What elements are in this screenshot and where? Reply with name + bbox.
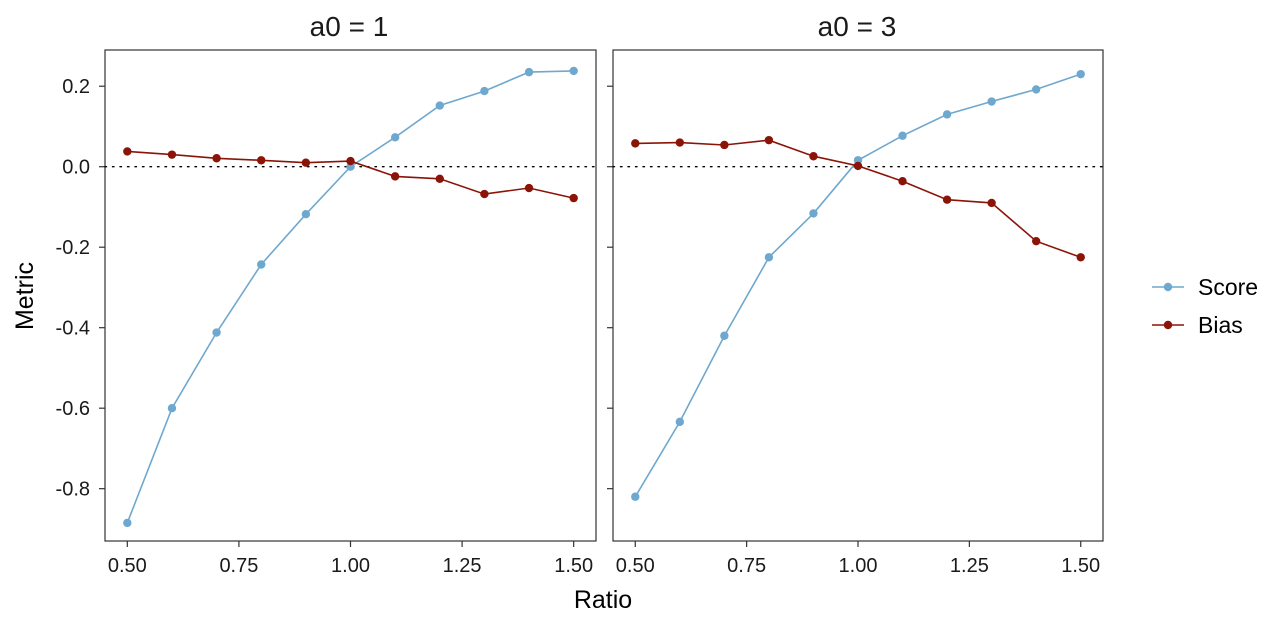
data-point-score [631, 492, 640, 501]
data-point-score [764, 253, 774, 262]
legend-key-point-score [1163, 282, 1173, 292]
data-point-bias [898, 177, 907, 186]
data-point-score [524, 67, 534, 77]
data-point-score [1031, 85, 1041, 94]
y-tick-label: -0.6 [56, 398, 90, 420]
data-point-score [942, 110, 952, 119]
data-point-bias [1076, 253, 1085, 262]
data-point-bias [764, 135, 774, 145]
data-point-score [809, 209, 818, 218]
data-point-bias [480, 189, 489, 199]
panel-border [612, 49, 1104, 542]
x-tick-label: 1.50 [1061, 555, 1100, 577]
data-point-score [390, 133, 400, 142]
data-point-bias [675, 138, 685, 147]
legend-label-bias: Bias [1198, 312, 1243, 338]
data-point-score [435, 101, 444, 110]
data-point-score [569, 66, 578, 76]
x-axis-title: Ratio [574, 586, 632, 614]
x-tick-label: 0.75 [219, 555, 258, 577]
data-point-score [1076, 69, 1085, 79]
y-tick-label: 0.2 [62, 76, 90, 98]
data-point-bias [123, 147, 132, 156]
data-point-score [167, 403, 177, 413]
x-tick-label: 1.50 [554, 555, 593, 577]
data-point-score [123, 518, 132, 528]
data-point-score [212, 328, 221, 337]
x-tick-label: 1.25 [950, 555, 989, 577]
panel-title: a0 = 3 [818, 11, 897, 42]
data-point-bias [390, 172, 400, 181]
data-point-bias [1031, 236, 1041, 246]
x-axis-tick-labels: 0.50 0.75 1.00 1.25 1.50 [108, 555, 593, 577]
x-tick-label: 0.75 [727, 555, 766, 577]
data-point-bias [631, 139, 640, 148]
data-point-bias [435, 174, 444, 183]
y-tick-label: -0.2 [56, 237, 90, 259]
legend-key-point-bias [1163, 320, 1173, 330]
data-point-score [898, 131, 907, 140]
data-point-bias [987, 198, 996, 208]
data-point-score [301, 210, 311, 219]
data-point-bias [212, 154, 221, 163]
data-point-bias [853, 161, 863, 171]
legend: Score Bias [1152, 274, 1258, 338]
x-tick-label: 0.50 [108, 555, 147, 577]
data-point-bias [569, 193, 578, 203]
y-axis-title: Metric [11, 262, 39, 330]
y-axis-tick-labels: 0.2 0.0 -0.2 -0.4 -0.6 -0.8 [56, 76, 90, 500]
series-line-score [126, 70, 574, 524]
panel-a0-3: a0 = 3 0.50 0.75 1.00 1.25 1.50 [607, 11, 1104, 577]
y-tick-label: -0.8 [56, 479, 90, 501]
data-point-bias [346, 156, 355, 166]
data-point-bias [720, 140, 729, 150]
x-tick-label: 1.25 [443, 555, 482, 577]
legend-item-bias: Bias [1152, 312, 1243, 338]
data-point-score [257, 260, 266, 269]
x-tick-label: 0.50 [616, 555, 655, 577]
data-point-bias [301, 158, 311, 167]
y-tick-label: -0.4 [56, 318, 90, 340]
panel-title: a0 = 1 [310, 11, 389, 42]
x-tick-label: 1.00 [839, 555, 878, 577]
data-point-bias [942, 195, 952, 204]
data-point-score [480, 86, 489, 96]
x-tick-label: 1.00 [331, 555, 370, 577]
legend-label-score: Score [1198, 274, 1258, 300]
data-point-bias [257, 156, 266, 165]
data-point-bias [809, 152, 818, 161]
legend-item-score: Score [1152, 274, 1258, 300]
y-tick-label: 0.0 [62, 157, 90, 179]
series-line-score [634, 73, 1081, 498]
data-point-bias [524, 183, 534, 193]
x-axis-tick-labels: 0.50 0.75 1.00 1.25 1.50 [616, 555, 1100, 577]
data-point-bias [167, 150, 177, 159]
data-point-score [987, 97, 996, 106]
panel-a0-1: a0 = 1 0.50 0.75 1.00 1.25 1.50 [99, 11, 597, 577]
data-point-score [720, 331, 729, 340]
panel-border [104, 49, 597, 542]
data-point-score [675, 417, 685, 427]
